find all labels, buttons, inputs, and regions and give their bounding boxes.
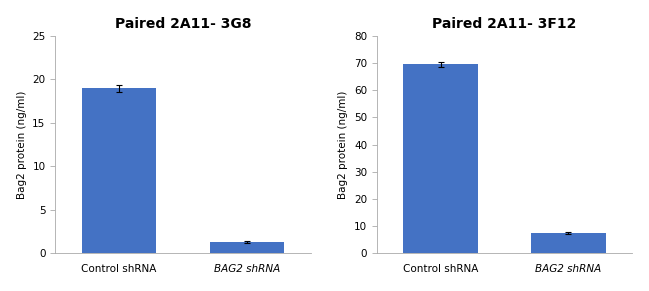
Title: Paired 2A11- 3F12: Paired 2A11- 3F12 <box>432 17 577 31</box>
Bar <box>404 65 478 253</box>
Bar <box>531 233 606 253</box>
Y-axis label: Bag2 protein (ng/ml): Bag2 protein (ng/ml) <box>17 91 27 199</box>
Title: Paired 2A11- 3G8: Paired 2A11- 3G8 <box>115 17 251 31</box>
Bar <box>82 88 156 253</box>
Text: BAG2 shRNA: BAG2 shRNA <box>214 264 280 274</box>
Text: Control shRNA: Control shRNA <box>81 264 157 274</box>
Text: BAG2 shRNA: BAG2 shRNA <box>535 264 602 274</box>
Y-axis label: Bag2 protein (ng/ml): Bag2 protein (ng/ml) <box>338 91 349 199</box>
Bar <box>210 242 284 253</box>
Text: Control shRNA: Control shRNA <box>403 264 478 274</box>
